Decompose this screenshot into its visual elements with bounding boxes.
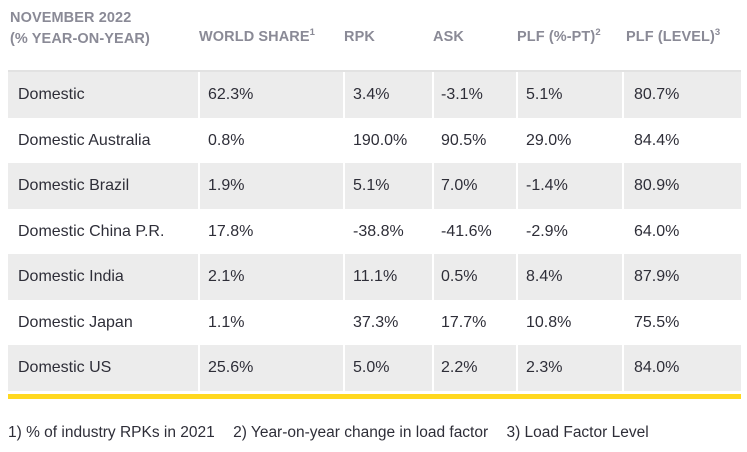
header-title-line1: NOVEMBER 2022 <box>10 10 132 26</box>
cell-plf-pt: -1.4% <box>526 177 568 194</box>
cell-market: Domestic <box>18 86 85 103</box>
cell-rpk: 3.4% <box>353 86 390 103</box>
cell-plf-level: 80.9% <box>634 177 680 194</box>
cell-plf-pt: 5.1% <box>526 86 563 103</box>
cell-market: Domestic India <box>18 268 124 285</box>
header-divider <box>8 70 741 72</box>
cell-world-share: 25.6% <box>208 359 254 376</box>
cell-world-share: 2.1% <box>208 268 245 285</box>
cell-rpk: 5.0% <box>353 359 390 376</box>
footnote-3: 3) Load Factor Level <box>506 424 649 441</box>
cell-market: Domestic Australia <box>18 131 151 149</box>
cell-market: Domestic Brazil <box>18 177 130 194</box>
cell-world-share: 17.8% <box>208 222 254 240</box>
cell-ask: 2.2% <box>441 359 478 376</box>
table-row: Domestic US 25.6% 5.0% 2.2% 2.3% 84.0% <box>8 345 741 391</box>
cell-rpk: 5.1% <box>353 177 390 194</box>
cell-rpk: 37.3% <box>353 313 399 331</box>
cell-market: Domestic US <box>18 359 112 376</box>
cell-plf-level: 64.0% <box>634 222 680 240</box>
cell-world-share: 62.3% <box>208 86 254 103</box>
table-header: NOVEMBER 2022 (% YEAR-ON-YEAR) WORLD SHA… <box>0 0 747 72</box>
table-row: Domestic Japan 1.1% 37.3% 17.7% 10.8% 75… <box>8 300 741 346</box>
cell-world-share: 1.9% <box>208 177 245 194</box>
cell-plf-pt: 2.3% <box>526 359 563 376</box>
footnote-1: 1) % of industry RPKs in 2021 <box>8 424 215 441</box>
table-row: Domestic Australia 0.8% 190.0% 90.5% 29.… <box>8 118 741 164</box>
cell-rpk: 190.0% <box>353 131 408 149</box>
cell-ask: -41.6% <box>441 222 492 240</box>
cell-ask: 7.0% <box>441 177 478 194</box>
cell-plf-level: 80.7% <box>634 86 680 103</box>
cell-ask: 0.5% <box>441 268 478 285</box>
table-row: Domestic 62.3% 3.4% -3.1% 5.1% 80.7% <box>8 72 741 118</box>
cell-ask: 17.7% <box>441 313 487 331</box>
table-row: Domestic China P.R. 17.8% -38.8% -41.6% … <box>8 209 741 255</box>
cell-world-share: 0.8% <box>208 131 245 149</box>
cell-world-share: 1.1% <box>208 313 245 331</box>
cell-market: Domestic China P.R. <box>18 222 165 240</box>
table-row: Domestic India 2.1% 11.1% 0.5% 8.4% 87.9… <box>8 254 741 300</box>
footnote-2: 2) Year-on-year change in load factor <box>233 424 489 441</box>
cell-plf-pt: -2.9% <box>526 222 568 240</box>
table-body: Domestic 62.3% 3.4% -3.1% 5.1% 80.7% Dom… <box>8 72 741 391</box>
cell-rpk: 11.1% <box>353 268 398 285</box>
header-title-line2: (% YEAR-ON-YEAR) <box>10 31 150 47</box>
header-title: NOVEMBER 2022 (% YEAR-ON-YEAR) <box>10 8 150 50</box>
footnotes: 1) % of industry RPKs in 2021 2) Year-on… <box>8 424 663 442</box>
table-bottom-accent-bar <box>8 394 741 399</box>
cell-ask: 90.5% <box>441 131 487 149</box>
cell-ask: -3.1% <box>441 86 483 103</box>
cell-rpk: -38.8% <box>353 222 404 240</box>
cell-plf-level: 75.5% <box>634 313 680 331</box>
table-row: Domestic Brazil 1.9% 5.1% 7.0% -1.4% 80.… <box>8 163 741 209</box>
column-header-ask: ASK <box>433 29 464 45</box>
column-header-plf-level: PLF (LEVEL)3 <box>626 27 721 45</box>
column-header-rpk: RPK <box>344 29 375 45</box>
column-header-plf-pt: PLF (%-PT)2 <box>517 27 601 45</box>
column-header-world-share: WORLD SHARE1 <box>199 27 316 45</box>
cell-plf-pt: 10.8% <box>526 313 572 331</box>
cell-market: Domestic Japan <box>18 313 133 331</box>
cell-plf-level: 87.9% <box>634 268 680 285</box>
cell-plf-level: 84.0% <box>634 359 680 376</box>
cell-plf-pt: 29.0% <box>526 131 572 149</box>
cell-plf-pt: 8.4% <box>526 268 563 285</box>
cell-plf-level: 84.4% <box>634 131 680 149</box>
